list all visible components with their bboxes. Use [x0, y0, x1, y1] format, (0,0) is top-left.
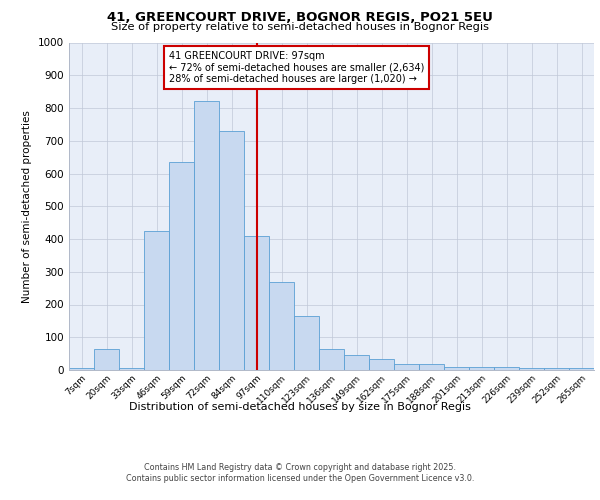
Bar	[444, 366, 469, 370]
Bar	[544, 368, 569, 370]
Bar	[469, 368, 494, 370]
Y-axis label: Number of semi-detached properties: Number of semi-detached properties	[22, 110, 32, 302]
Bar	[269, 282, 294, 370]
Text: Contains HM Land Registry data © Crown copyright and database right 2025.: Contains HM Land Registry data © Crown c…	[144, 462, 456, 471]
Bar	[244, 236, 269, 370]
Text: 41, GREENCOURT DRIVE, BOGNOR REGIS, PO21 5EU: 41, GREENCOURT DRIVE, BOGNOR REGIS, PO21…	[107, 11, 493, 24]
Bar	[294, 316, 319, 370]
Bar	[119, 368, 144, 370]
Text: Size of property relative to semi-detached houses in Bognor Regis: Size of property relative to semi-detach…	[111, 22, 489, 32]
Text: Contains public sector information licensed under the Open Government Licence v3: Contains public sector information licen…	[126, 474, 474, 483]
Bar	[494, 366, 519, 370]
Text: 41 GREENCOURT DRIVE: 97sqm
← 72% of semi-detached houses are smaller (2,634)
28%: 41 GREENCOURT DRIVE: 97sqm ← 72% of semi…	[169, 50, 424, 84]
Bar	[519, 368, 544, 370]
Bar	[419, 364, 444, 370]
Bar	[319, 348, 344, 370]
Bar	[194, 102, 219, 370]
Bar	[344, 356, 369, 370]
Bar	[94, 348, 119, 370]
Text: Distribution of semi-detached houses by size in Bognor Regis: Distribution of semi-detached houses by …	[129, 402, 471, 412]
Bar	[369, 358, 394, 370]
Bar	[394, 364, 419, 370]
Bar	[219, 131, 244, 370]
Bar	[569, 368, 594, 370]
Bar	[69, 368, 94, 370]
Bar	[169, 162, 194, 370]
Bar	[144, 231, 169, 370]
